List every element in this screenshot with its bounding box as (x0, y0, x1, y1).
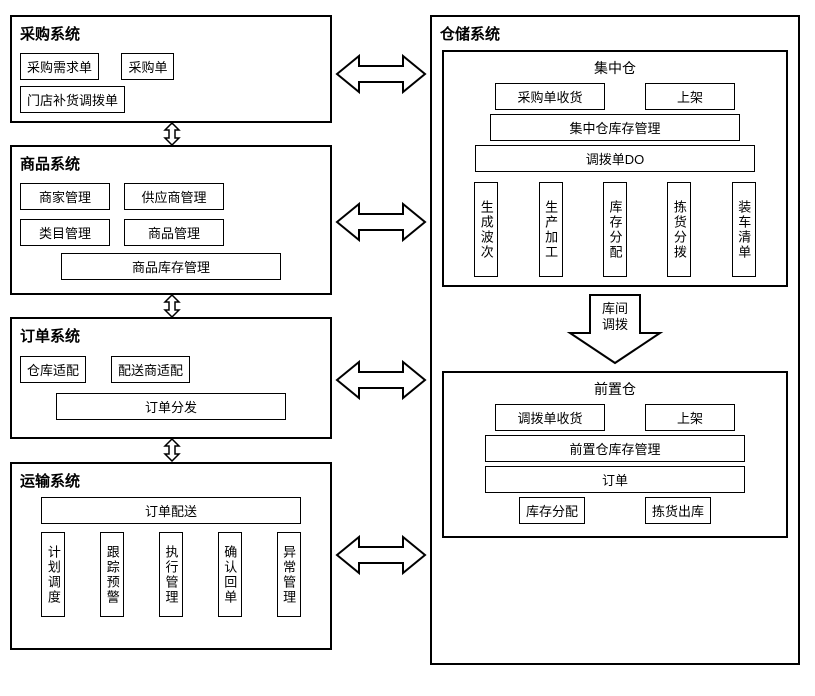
front-item: 库存分配 (519, 497, 585, 524)
product-item: 商品管理 (124, 219, 224, 246)
order-wide: 订单分发 (56, 393, 286, 420)
front-warehouse: 前置仓 调拨单收货 上架 前置仓库存管理 订单 库存分配 拣货出库 (442, 371, 788, 538)
central-item: 采购单收货 (495, 83, 605, 110)
product-item: 类目管理 (20, 219, 110, 246)
front-title: 前置仓 (452, 379, 778, 399)
warehouse-title: 仓储系统 (440, 23, 790, 44)
product-item: 商家管理 (20, 183, 110, 210)
central-wide: 调拨单DO (475, 145, 755, 172)
procurement-system: 采购系统 采购需求单 采购单 门店补货调拨单 (10, 15, 332, 123)
product-wide: 商品库存管理 (61, 253, 281, 280)
procurement-title: 采购系统 (20, 23, 322, 44)
order-title: 订单系统 (20, 325, 322, 346)
v-arrow-icon (162, 294, 182, 318)
procurement-item: 门店补货调拨单 (20, 86, 125, 113)
central-col: 生成波次 (474, 182, 498, 277)
v-arrow-icon (162, 438, 182, 462)
procurement-item: 采购单 (121, 53, 174, 80)
central-col: 库存分配 (603, 182, 627, 277)
order-system: 订单系统 仓库适配 配送商适配 订单分发 (10, 317, 332, 439)
central-col: 生产加工 (539, 182, 563, 277)
product-system: 商品系统 商家管理 供应商管理 类目管理 商品管理 商品库存管理 (10, 145, 332, 295)
transport-col: 计划调度 (41, 532, 65, 617)
central-col: 装车清单 (732, 182, 756, 277)
mid-arrow-label: 库间调拨 (440, 301, 790, 332)
h-arrow-icon (335, 533, 427, 577)
transport-col: 跟踪预警 (100, 532, 124, 617)
front-wide: 前置仓库存管理 (485, 435, 745, 462)
transport-wide: 订单配送 (41, 497, 301, 524)
product-item: 供应商管理 (124, 183, 224, 210)
central-item: 上架 (645, 83, 735, 110)
transport-col: 确认回单 (218, 532, 242, 617)
transport-col: 执行管理 (159, 532, 183, 617)
front-item: 拣货出库 (645, 497, 711, 524)
h-arrow-icon (335, 358, 427, 402)
procurement-item: 采购需求单 (20, 53, 99, 80)
order-item: 仓库适配 (20, 356, 86, 383)
central-title: 集中仓 (452, 58, 778, 78)
h-arrow-icon (335, 200, 427, 244)
transport-system: 运输系统 订单配送 计划调度 跟踪预警 执行管理 确认回单 异常管理 (10, 462, 332, 650)
inter-warehouse-arrow: 库间调拨 (440, 293, 790, 365)
transport-title: 运输系统 (20, 470, 322, 491)
central-col: 拣货分拨 (667, 182, 691, 277)
central-warehouse: 集中仓 采购单收货 上架 集中仓库存管理 调拨单DO 生成波次 生产加工 库存分… (442, 50, 788, 287)
front-item: 调拨单收货 (495, 404, 605, 431)
mid-arrow-text: 库间调拨 (600, 301, 630, 332)
front-item: 上架 (645, 404, 735, 431)
diagram-canvas: 采购系统 采购需求单 采购单 门店补货调拨单 商品系统 商家管理 供应商管理 类… (10, 10, 805, 686)
warehouse-system: 仓储系统 集中仓 采购单收货 上架 集中仓库存管理 调拨单DO 生成波次 生产加… (430, 15, 800, 665)
front-wide: 订单 (485, 466, 745, 493)
product-title: 商品系统 (20, 153, 322, 174)
v-arrow-icon (162, 122, 182, 146)
transport-col: 异常管理 (277, 532, 301, 617)
order-item: 配送商适配 (111, 356, 190, 383)
central-wide: 集中仓库存管理 (490, 114, 740, 141)
h-arrow-icon (335, 52, 427, 96)
